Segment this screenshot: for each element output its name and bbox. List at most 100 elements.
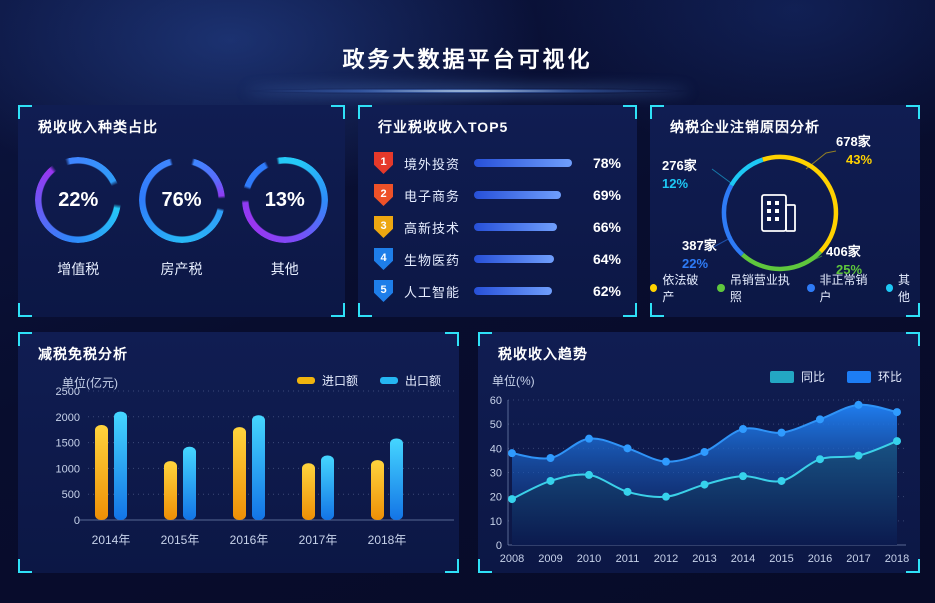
data-point-huanbi[interactable] [508, 449, 516, 458]
series-line-tongbi[interactable] [511, 440, 898, 500]
legend-dot [807, 284, 815, 292]
legend-item[interactable]: 环比 [846, 368, 902, 385]
data-point-tongbi[interactable] [662, 492, 670, 501]
data-point-huanbi[interactable] [816, 415, 824, 424]
panel-title: 减税免税分析 [38, 346, 128, 362]
ring-gauge[interactable]: 76% [138, 157, 225, 243]
donut-label-percent: 25% [836, 262, 863, 277]
data-point-huanbi[interactable] [546, 454, 555, 462]
industry-bar[interactable] [474, 223, 557, 231]
bar-import[interactable] [233, 427, 246, 520]
legend-item[interactable]: 依法破产 [650, 271, 706, 305]
data-point-huanbi[interactable] [854, 400, 863, 409]
ring-gauge[interactable]: 13% [241, 157, 328, 243]
top5-row: 4 生物医药 64% [374, 247, 621, 271]
industry-label: 电子商务 [404, 188, 461, 204]
donut-segment-吊销营业执照[interactable] [740, 250, 823, 272]
data-point-tongbi[interactable] [546, 476, 555, 485]
industry-bar[interactable] [474, 191, 561, 199]
x-tick-label: 2012 [654, 553, 678, 565]
y-tick-label: 20 [490, 492, 502, 504]
page-title: 政务大数据平台可视化 [342, 47, 593, 72]
x-tick-label: 2016年 [230, 533, 269, 547]
data-point-huanbi[interactable] [777, 428, 786, 437]
y-tick-label: 60 [490, 395, 502, 407]
x-tick-label: 2014年 [92, 533, 131, 547]
data-point-tongbi[interactable] [623, 487, 632, 496]
ring-charts: 22% 增值税 76% 房产税 13% 其他 [18, 157, 345, 279]
legend-item[interactable]: 同比 [769, 368, 825, 385]
y-tick-label: 500 [62, 489, 80, 501]
y-tick-label: 30 [490, 468, 502, 480]
y-tick-label: 40 [490, 443, 502, 455]
y-tick-label: 2000 [56, 412, 80, 424]
data-point-tongbi[interactable] [777, 476, 786, 485]
data-point-tongbi[interactable] [854, 451, 863, 460]
ring-chart-其他: 13% 其他 [241, 157, 328, 279]
data-point-tongbi[interactable] [508, 495, 516, 504]
ring-label: 增值税 [57, 261, 100, 277]
panel-title: 税收收入趋势 [498, 346, 588, 362]
y-tick-label: 0 [496, 540, 502, 552]
data-point-tongbi[interactable] [816, 455, 824, 464]
ring-arc [241, 157, 328, 243]
data-point-tongbi[interactable] [739, 472, 747, 481]
bar-export[interactable] [390, 438, 403, 520]
legend-item[interactable]: 出口额 [379, 372, 441, 389]
ring-gauge[interactable]: 22% [35, 157, 122, 243]
data-point-tongbi[interactable] [700, 480, 709, 489]
y-tick-label: 1000 [56, 463, 80, 475]
data-point-tongbi[interactable] [585, 470, 593, 479]
donut-label-percent: 12% [662, 176, 689, 191]
bar-import[interactable] [95, 425, 108, 520]
data-point-huanbi[interactable] [623, 444, 632, 453]
bar-export[interactable] [114, 411, 127, 520]
industry-label: 生物医药 [404, 252, 461, 268]
industry-label: 人工智能 [404, 284, 461, 300]
legend-item[interactable]: 非正常销户 [807, 271, 875, 305]
bar-export[interactable] [183, 446, 196, 520]
industry-bar[interactable] [474, 287, 552, 295]
donut-segment-非正常销户[interactable] [721, 184, 745, 257]
series-area-huanbi [512, 404, 897, 545]
bar-export[interactable] [252, 415, 265, 520]
data-point-huanbi[interactable] [739, 425, 747, 433]
data-point-tongbi[interactable] [893, 437, 901, 446]
industry-bar[interactable] [474, 159, 572, 167]
donut-segment-其他[interactable] [729, 157, 764, 187]
x-tick-label: 2017 [846, 553, 870, 565]
callout-line [711, 168, 732, 184]
y-tick-label: 0 [74, 515, 80, 527]
legend-dot [650, 284, 658, 292]
x-tick-label: 2016 [808, 553, 832, 565]
series-line-huanbi[interactable] [511, 403, 898, 463]
donut-segment-依法破产[interactable] [762, 154, 839, 254]
data-point-huanbi[interactable] [585, 434, 593, 443]
panel-title: 税收收入种类占比 [38, 119, 158, 135]
ring-chart-增值税: 22% 增值税 [35, 157, 122, 279]
legend-item[interactable]: 进口额 [296, 372, 358, 389]
industry-percent: 78% [592, 155, 621, 171]
chart-legend: 同比 环比 [769, 368, 902, 385]
data-point-huanbi[interactable] [662, 457, 670, 466]
legend-item[interactable]: 其他 [885, 271, 920, 305]
bar-export[interactable] [321, 455, 334, 521]
industry-bar-track [474, 191, 572, 199]
data-point-huanbi[interactable] [700, 447, 709, 456]
legend-item[interactable]: 吊销营业执照 [717, 271, 796, 305]
y-axis-unit: 单位(亿元) [62, 376, 118, 390]
callout-line [805, 150, 837, 170]
industry-percent: 62% [592, 283, 621, 299]
data-point-huanbi[interactable] [893, 408, 901, 417]
legend-swatch [769, 370, 794, 383]
bar-import[interactable] [371, 460, 384, 520]
bar-import[interactable] [302, 463, 315, 520]
bar-import[interactable] [164, 461, 177, 520]
x-tick-label: 2013 [692, 553, 716, 565]
x-tick-label: 2011 [616, 553, 640, 565]
rank-shield-icon: 4 [374, 248, 393, 270]
callout-line [799, 255, 823, 267]
industry-bar[interactable] [474, 255, 555, 263]
y-tick-label: 1500 [56, 438, 80, 450]
